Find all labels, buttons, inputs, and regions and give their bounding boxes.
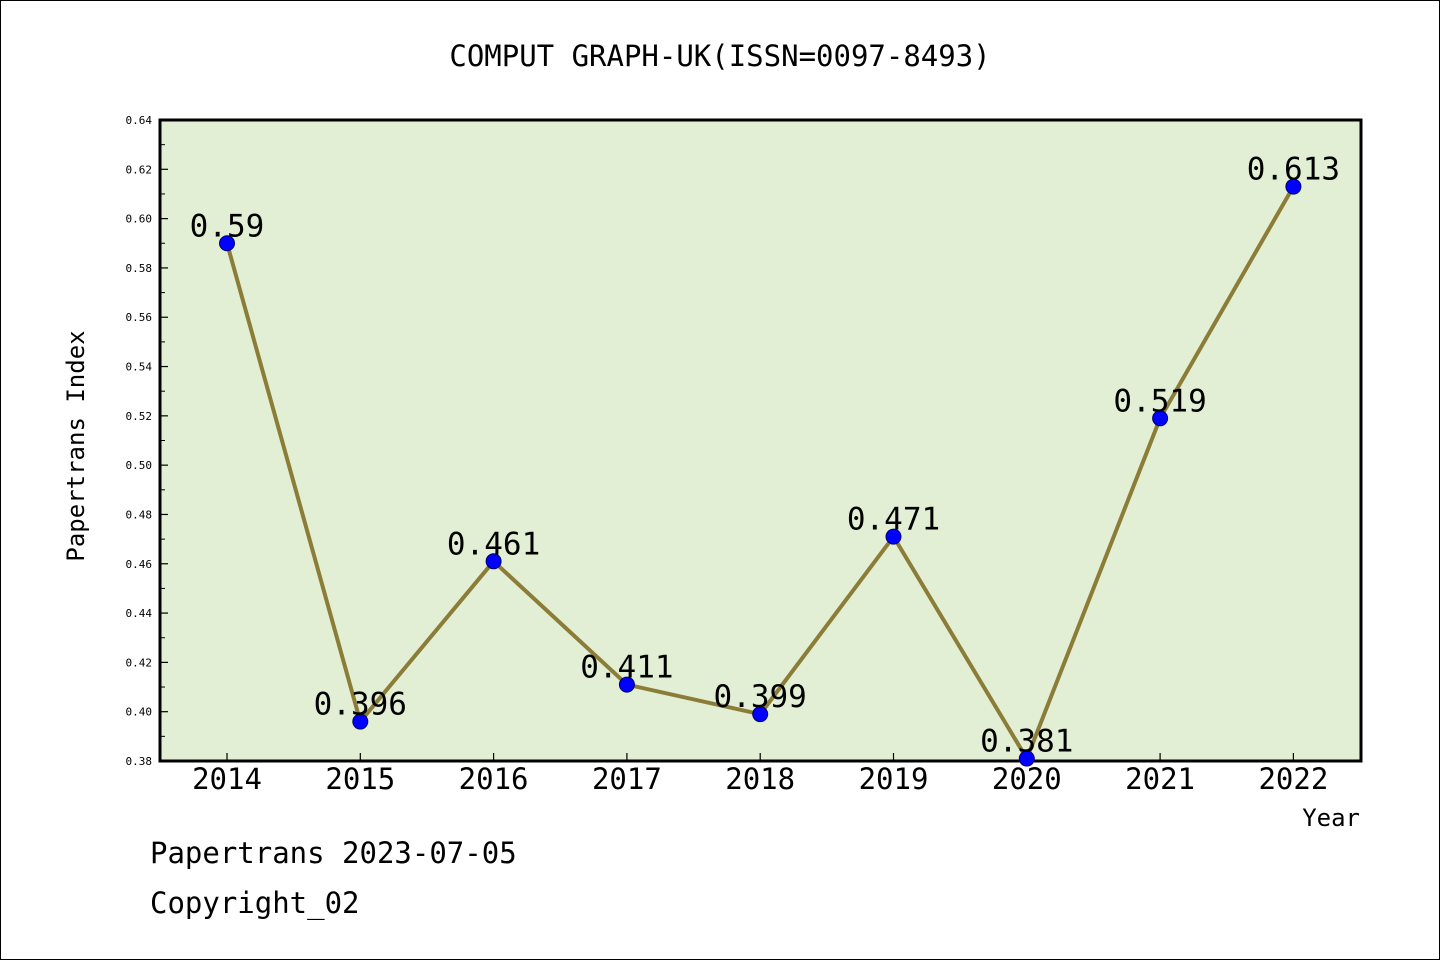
footer-date: Papertrans 2023-07-05 — [150, 836, 517, 870]
y-tick-label: 0.48 — [126, 508, 153, 521]
y-tick-label: 0.44 — [126, 607, 153, 620]
data-point — [618, 676, 635, 693]
data-label: 0.461 — [447, 526, 540, 562]
x-tick-label: 2015 — [325, 762, 395, 796]
data-point — [485, 553, 502, 570]
data-label: 0.381 — [980, 724, 1073, 760]
data-label: 0.519 — [1113, 383, 1206, 419]
y-tick-label: 0.52 — [126, 410, 153, 423]
y-tick-label: 0.60 — [126, 213, 153, 226]
y-tick-label: 0.38 — [126, 755, 153, 768]
x-tick-label: 2020 — [992, 762, 1062, 796]
plot-area — [158, 118, 1363, 763]
y-tick-label: 0.50 — [126, 459, 153, 472]
x-tick-label: 2017 — [592, 762, 662, 796]
y-tick-label: 0.42 — [126, 656, 153, 669]
x-tick-label: 2014 — [192, 762, 262, 796]
data-point — [1285, 178, 1302, 195]
data-label: 0.399 — [714, 679, 807, 715]
y-tick-label: 0.56 — [126, 311, 153, 324]
x-tick-label: 2016 — [459, 762, 529, 796]
data-label: 0.396 — [314, 687, 407, 723]
x-tick-label: 2022 — [1258, 762, 1328, 796]
data-label: 0.59 — [190, 208, 265, 244]
data-label: 0.411 — [580, 650, 673, 686]
data-label: 0.471 — [847, 502, 940, 538]
data-point — [1152, 410, 1169, 427]
chart-title: COMPUT GRAPH-UK(ISSN=0097-8493) — [449, 39, 990, 73]
y-axis-label: Papertrans Index — [62, 330, 90, 561]
y-tick-label: 0.64 — [126, 114, 153, 127]
series-group: 0.59 0.396 0.461 0.411 0.399 0.471 0.381 0.519 0… — [190, 152, 1340, 767]
data-point — [885, 528, 902, 545]
data-point — [752, 706, 769, 723]
y-tick-label: 0.62 — [126, 163, 153, 176]
x-axis-ticks: 2014 2015 2016 2017 2018 2019 2020 2021 2022 — [192, 753, 1328, 796]
x-tick-label: 2021 — [1125, 762, 1195, 796]
data-label: 0.613 — [1247, 152, 1340, 188]
y-tick-label: 0.46 — [126, 558, 153, 571]
data-point — [219, 235, 235, 252]
y-tick-label: 0.58 — [126, 262, 153, 275]
y-tick-label: 0.40 — [126, 706, 153, 719]
footer-copyright: Copyright_02 — [150, 886, 360, 920]
y-tick-label: 0.54 — [126, 361, 153, 374]
data-point — [1018, 750, 1035, 767]
data-point — [352, 713, 369, 730]
x-axis-label: Year — [1302, 804, 1360, 832]
y-axis-ticks: 0.38 0.40 0.42 0.44 0.46 0.48 0.50 0.52 0.54 0.56… — [126, 114, 168, 768]
x-tick-label: 2018 — [725, 762, 795, 796]
x-tick-label: 2019 — [859, 762, 929, 796]
